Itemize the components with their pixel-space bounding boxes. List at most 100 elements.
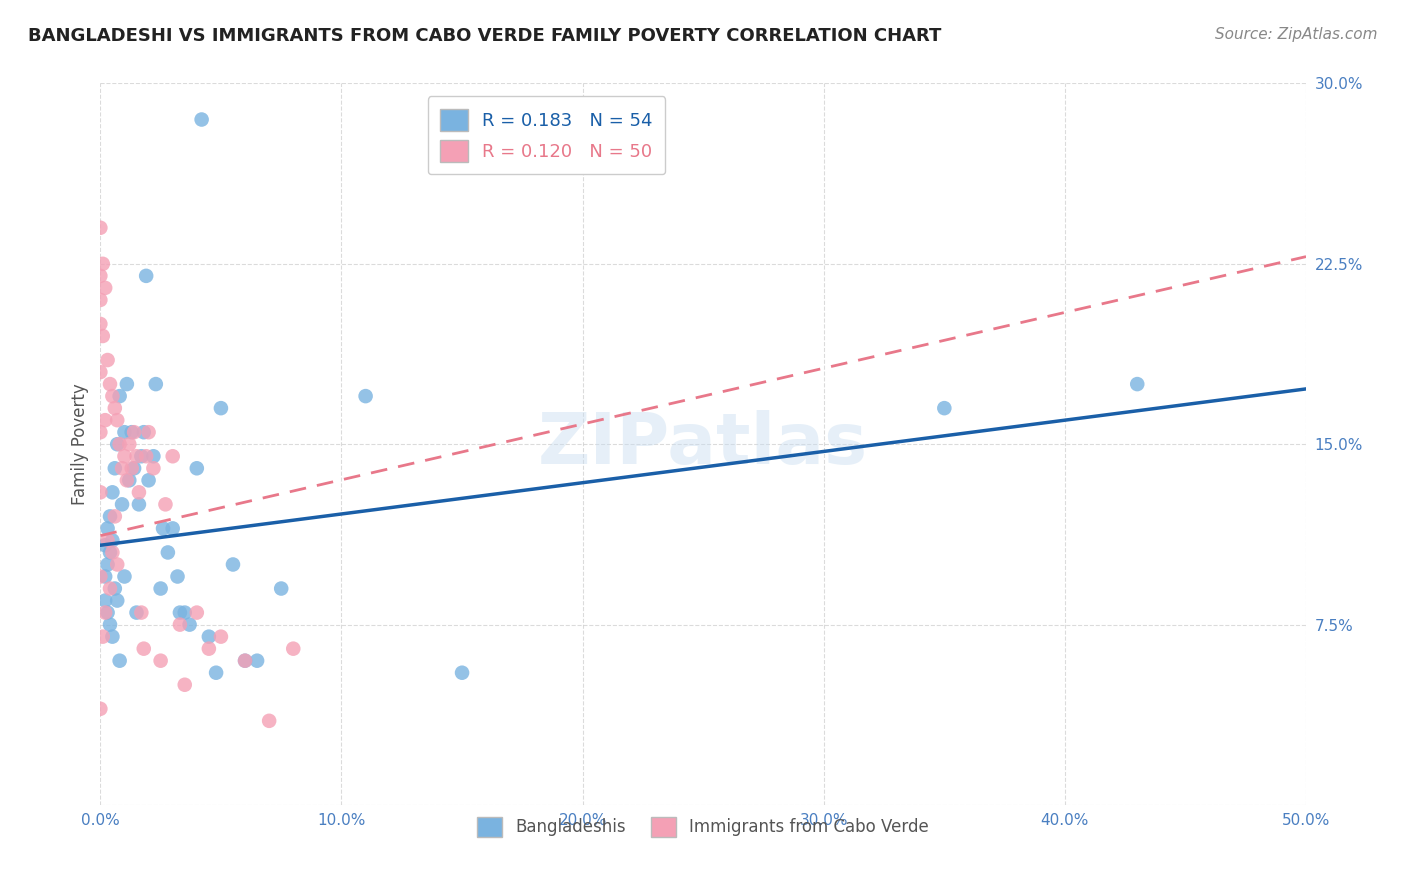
Point bbox=[105, 413, 128, 427]
Point bbox=[89, 569, 111, 583]
Point bbox=[111, 497, 134, 511]
Point bbox=[934, 401, 956, 416]
Point bbox=[233, 654, 256, 668]
Point bbox=[89, 293, 111, 307]
Point bbox=[209, 401, 232, 416]
Point bbox=[108, 654, 131, 668]
Point bbox=[105, 558, 128, 572]
Point bbox=[166, 569, 188, 583]
Point bbox=[101, 533, 124, 548]
Point bbox=[354, 389, 377, 403]
Point bbox=[108, 437, 131, 451]
Point bbox=[89, 365, 111, 379]
Point bbox=[89, 317, 111, 331]
Point bbox=[108, 389, 131, 403]
Point bbox=[115, 377, 138, 392]
Point bbox=[131, 606, 153, 620]
Point bbox=[111, 461, 134, 475]
Point bbox=[122, 425, 145, 440]
Point bbox=[173, 678, 195, 692]
Legend: Bangladeshis, Immigrants from Cabo Verde: Bangladeshis, Immigrants from Cabo Verde bbox=[471, 810, 936, 844]
Point bbox=[162, 521, 184, 535]
Point bbox=[1126, 377, 1149, 392]
Point bbox=[149, 582, 172, 596]
Point bbox=[138, 473, 160, 487]
Point bbox=[131, 449, 153, 463]
Point bbox=[91, 630, 114, 644]
Point bbox=[98, 545, 121, 559]
Point bbox=[105, 593, 128, 607]
Point bbox=[104, 582, 127, 596]
Point bbox=[179, 617, 201, 632]
Point bbox=[98, 509, 121, 524]
Point bbox=[169, 606, 191, 620]
Point bbox=[125, 449, 148, 463]
Point bbox=[222, 558, 245, 572]
Point bbox=[149, 654, 172, 668]
Point bbox=[186, 606, 208, 620]
Point bbox=[142, 461, 165, 475]
Point bbox=[114, 449, 136, 463]
Point bbox=[205, 665, 228, 680]
Point bbox=[451, 665, 474, 680]
Point bbox=[118, 473, 141, 487]
Point bbox=[101, 389, 124, 403]
Point bbox=[128, 485, 150, 500]
Point bbox=[135, 449, 157, 463]
Point bbox=[97, 558, 120, 572]
Point bbox=[98, 617, 121, 632]
Point bbox=[198, 641, 221, 656]
Point bbox=[115, 473, 138, 487]
Point bbox=[125, 606, 148, 620]
Point bbox=[94, 606, 117, 620]
Y-axis label: Family Poverty: Family Poverty bbox=[72, 384, 89, 505]
Point bbox=[94, 569, 117, 583]
Point bbox=[121, 425, 143, 440]
Point bbox=[233, 654, 256, 668]
Point bbox=[104, 461, 127, 475]
Point bbox=[246, 654, 269, 668]
Point bbox=[114, 425, 136, 440]
Point bbox=[169, 617, 191, 632]
Point bbox=[104, 401, 127, 416]
Point bbox=[91, 257, 114, 271]
Point bbox=[132, 641, 155, 656]
Point bbox=[186, 461, 208, 475]
Point bbox=[145, 377, 167, 392]
Point bbox=[162, 449, 184, 463]
Point bbox=[121, 461, 143, 475]
Point bbox=[94, 281, 117, 295]
Point bbox=[105, 437, 128, 451]
Point bbox=[89, 702, 111, 716]
Point bbox=[155, 497, 177, 511]
Point bbox=[104, 509, 127, 524]
Point bbox=[97, 521, 120, 535]
Point bbox=[89, 268, 111, 283]
Point bbox=[89, 425, 111, 440]
Point bbox=[173, 606, 195, 620]
Point bbox=[94, 413, 117, 427]
Point bbox=[118, 437, 141, 451]
Text: ZIPatlas: ZIPatlas bbox=[538, 409, 869, 479]
Point bbox=[98, 582, 121, 596]
Point bbox=[135, 268, 157, 283]
Point bbox=[89, 220, 111, 235]
Point bbox=[101, 485, 124, 500]
Point bbox=[114, 569, 136, 583]
Point bbox=[94, 593, 117, 607]
Point bbox=[138, 425, 160, 440]
Point bbox=[97, 606, 120, 620]
Point bbox=[270, 582, 292, 596]
Point bbox=[190, 112, 212, 127]
Point bbox=[101, 630, 124, 644]
Point bbox=[91, 329, 114, 343]
Point bbox=[209, 630, 232, 644]
Point bbox=[122, 461, 145, 475]
Point bbox=[97, 353, 120, 368]
Point bbox=[94, 538, 117, 552]
Point bbox=[101, 545, 124, 559]
Point bbox=[98, 377, 121, 392]
Point bbox=[156, 545, 179, 559]
Point bbox=[128, 497, 150, 511]
Point bbox=[89, 485, 111, 500]
